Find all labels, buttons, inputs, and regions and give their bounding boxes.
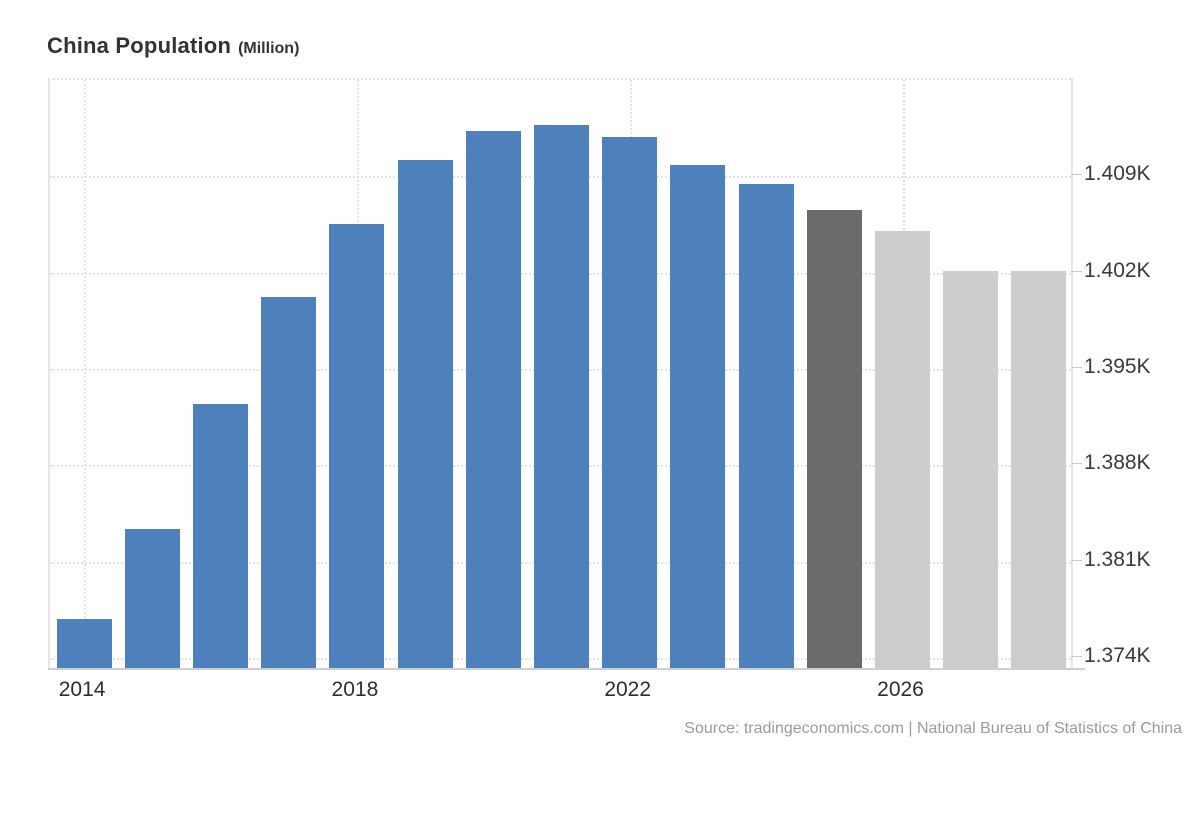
bar-2021[interactable] bbox=[534, 124, 589, 670]
y-axis-label: 1.409K bbox=[1084, 162, 1151, 186]
y-axis-label: 1.402K bbox=[1084, 258, 1151, 282]
y-axis-tick bbox=[1071, 656, 1082, 658]
bar-2028[interactable] bbox=[1011, 270, 1067, 670]
x-axis-label: 2018 bbox=[331, 678, 379, 701]
y-axis-tick bbox=[1071, 270, 1082, 272]
y-axis-label: 1.388K bbox=[1084, 451, 1151, 475]
y-axis-label: 1.395K bbox=[1084, 355, 1151, 379]
y-axis-line bbox=[1071, 78, 1073, 670]
bar-2019[interactable] bbox=[397, 159, 453, 670]
plot-area bbox=[48, 78, 1071, 670]
source-note: Source: tradingeconomics.com | National … bbox=[684, 720, 1182, 737]
y-axis-tick bbox=[1071, 463, 1082, 465]
y-axis-label: 1.374K bbox=[1084, 644, 1151, 668]
bar-2015[interactable] bbox=[124, 528, 180, 670]
bar-2016[interactable] bbox=[193, 404, 248, 670]
x-axis-line bbox=[48, 668, 1085, 670]
bar-2026[interactable] bbox=[875, 230, 930, 670]
x-axis-label: 2026 bbox=[877, 678, 924, 701]
y-axis-tick bbox=[1071, 174, 1082, 176]
y-axis-tick bbox=[1071, 367, 1082, 369]
chart-title-text: China Population bbox=[47, 33, 232, 58]
bar-2018[interactable] bbox=[329, 223, 385, 670]
bar-2014[interactable] bbox=[56, 618, 112, 670]
bar-2017[interactable] bbox=[261, 296, 317, 670]
bar-2027[interactable] bbox=[943, 270, 999, 670]
bar-2022[interactable] bbox=[602, 136, 658, 670]
bar-2024[interactable] bbox=[738, 184, 794, 670]
bar-2023[interactable] bbox=[670, 165, 726, 670]
chart-title: China Population (Million) bbox=[47, 33, 299, 59]
y-axis-label: 1.381K bbox=[1084, 547, 1151, 571]
y-axis-tick bbox=[1071, 559, 1082, 561]
chart-title-unit: (Million) bbox=[238, 40, 300, 57]
x-axis-label: 2014 bbox=[58, 678, 106, 701]
bar-2020[interactable] bbox=[465, 131, 521, 670]
bar-2025[interactable] bbox=[806, 210, 862, 670]
x-axis-label: 2022 bbox=[604, 678, 652, 701]
x-gridline bbox=[84, 80, 87, 670]
